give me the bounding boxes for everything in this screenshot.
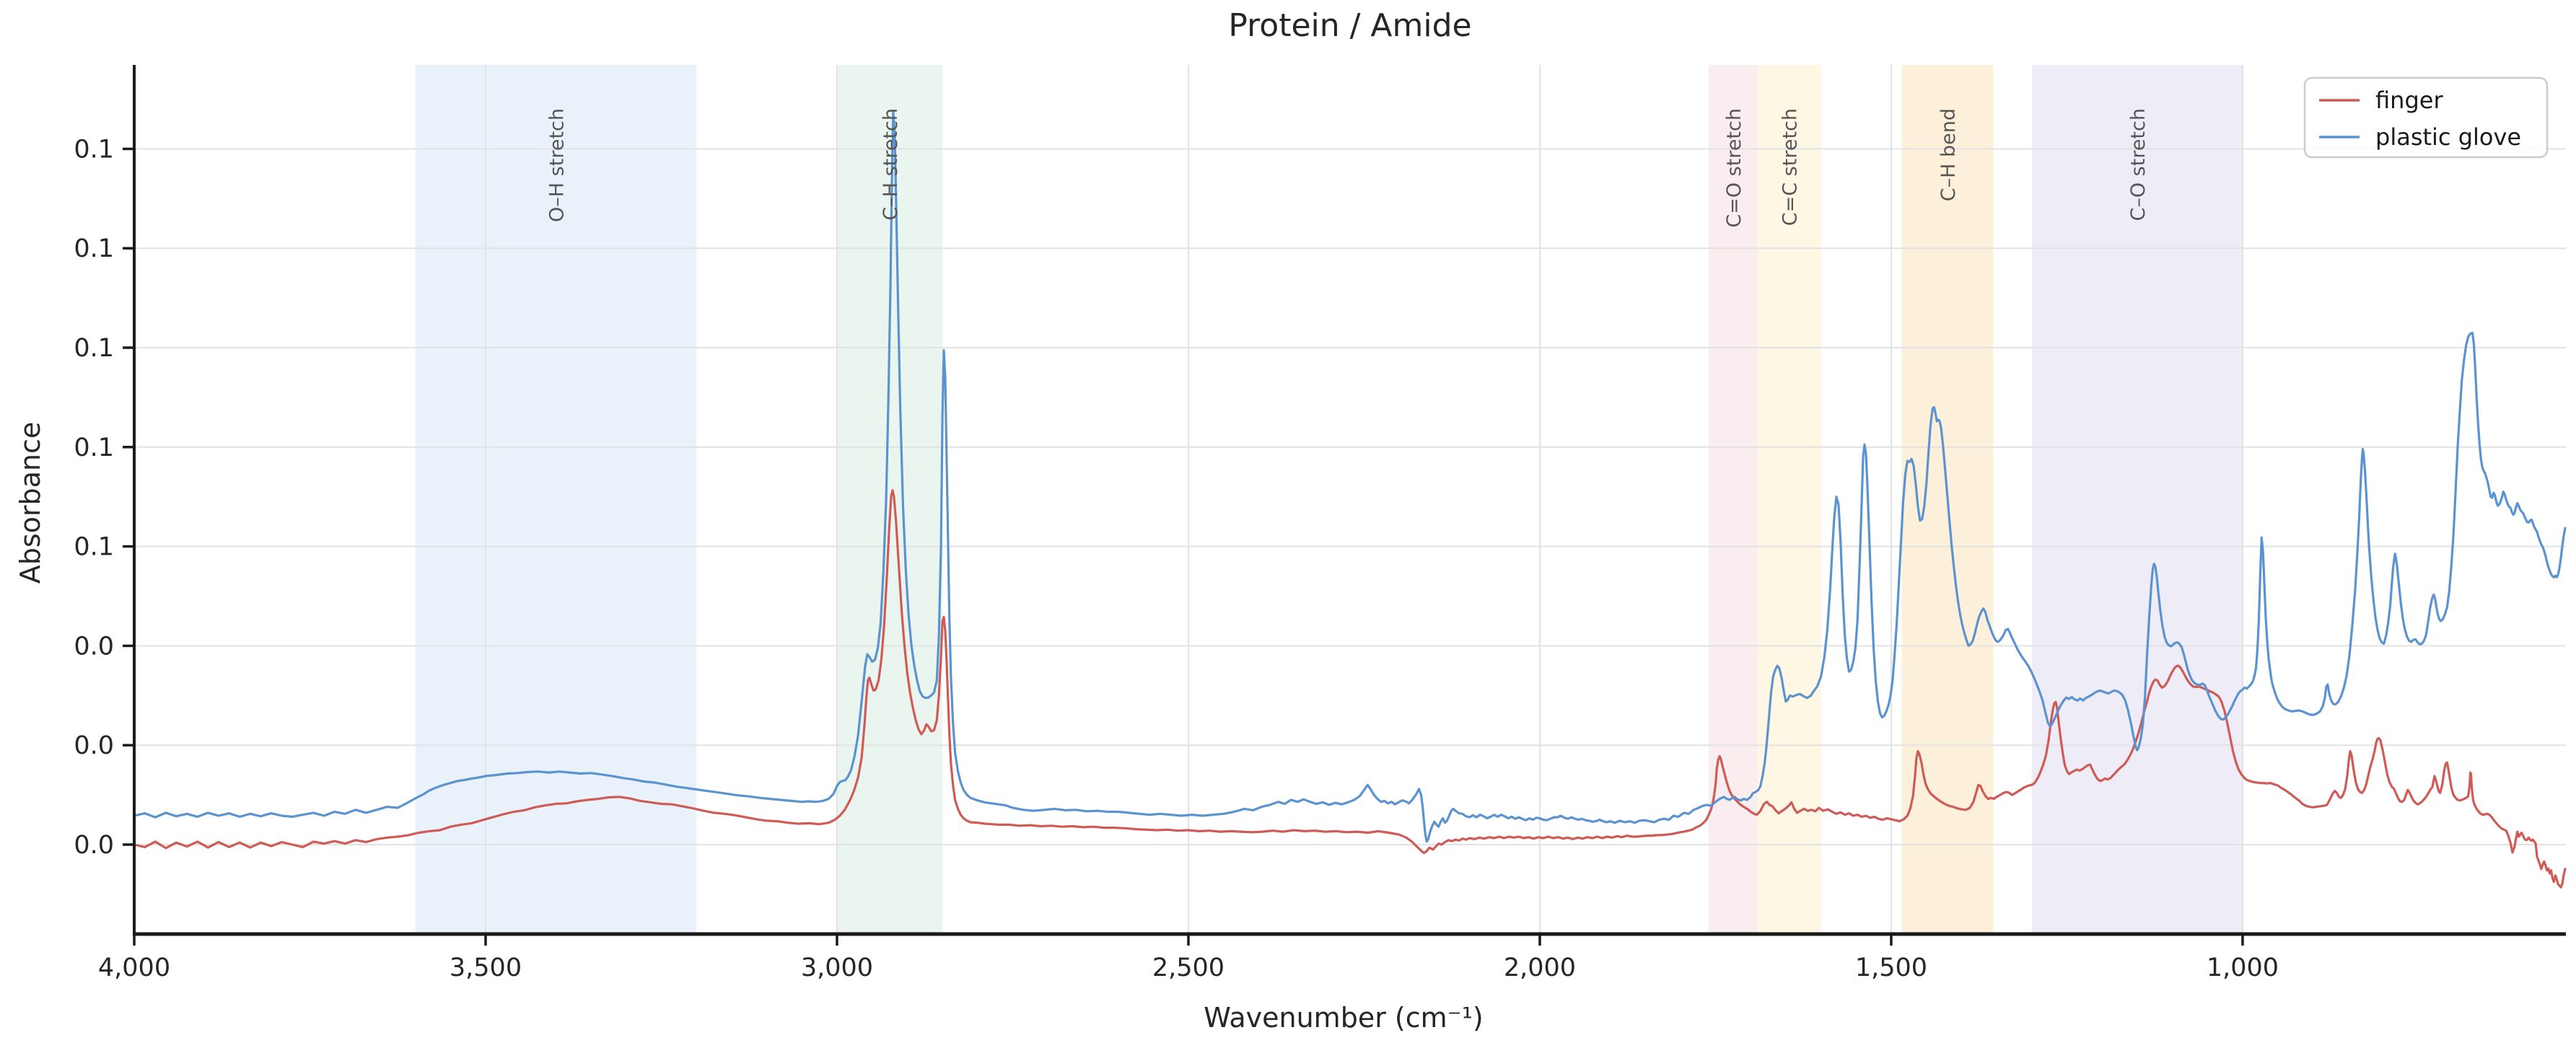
x-tick-label: 4,000 xyxy=(98,954,170,982)
x-axis-title: Wavenumber (cm⁻¹) xyxy=(1204,1002,1484,1034)
legend-label-finger: finger xyxy=(2375,87,2443,114)
legend: finger plastic glove xyxy=(2303,76,2549,159)
y-axis-title: Absorbance xyxy=(14,422,46,584)
band-labels: O–H stretch C–H stretch C=O stretch C=C str… xyxy=(546,108,2149,228)
band-o-h-stretch xyxy=(415,65,697,934)
series-line-finger xyxy=(133,489,2567,889)
band-label: C–H stretch xyxy=(880,108,902,221)
y-tick-label: 0.1 xyxy=(74,433,114,462)
y-tick-label: 0.0 xyxy=(74,632,114,661)
chart-title: Protein / Amide xyxy=(1228,7,1471,44)
band-c-o-stretch xyxy=(1708,65,1758,934)
x-tick-label: 2,500 xyxy=(1152,954,1225,982)
y-tick-label: 0.0 xyxy=(74,831,114,860)
tick-labels: 4,000 3,500 3,000 2,500 2,000 1,500 1,000 0.0 0.… xyxy=(74,135,2279,982)
legend-label-plastic-glove: plastic glove xyxy=(2375,123,2521,151)
band-label: O–H stretch xyxy=(546,108,568,222)
y-tick-label: 0.1 xyxy=(74,334,114,363)
gridlines xyxy=(133,65,2566,934)
band-label: C–H bend xyxy=(1937,108,1960,201)
y-tick-label: 0.1 xyxy=(74,135,114,164)
band-label: C=O stretch xyxy=(1723,108,1745,228)
y-tick-label: 0.0 xyxy=(74,731,114,760)
x-tick-label: 3,500 xyxy=(450,954,522,982)
series-line-plastic-glove xyxy=(133,110,2567,843)
band-label: C–O stretch xyxy=(2127,108,2150,221)
axes-spines-and-ticks xyxy=(123,65,2566,946)
legend-box xyxy=(2303,76,2549,159)
band-label: C=C stretch xyxy=(1779,108,1802,226)
y-tick-label: 0.1 xyxy=(74,234,114,263)
band-c-o-stretch xyxy=(2031,65,2243,934)
band-c-c-stretch xyxy=(1757,65,1821,934)
x-tick-label: 2,000 xyxy=(1504,954,1576,982)
spectra-lines xyxy=(133,110,2567,889)
x-tick-label: 1,500 xyxy=(1855,954,1927,982)
x-tick-label: 3,000 xyxy=(801,954,873,982)
y-tick-label: 0.1 xyxy=(74,533,114,562)
x-tick-label: 1,000 xyxy=(2207,954,2279,982)
